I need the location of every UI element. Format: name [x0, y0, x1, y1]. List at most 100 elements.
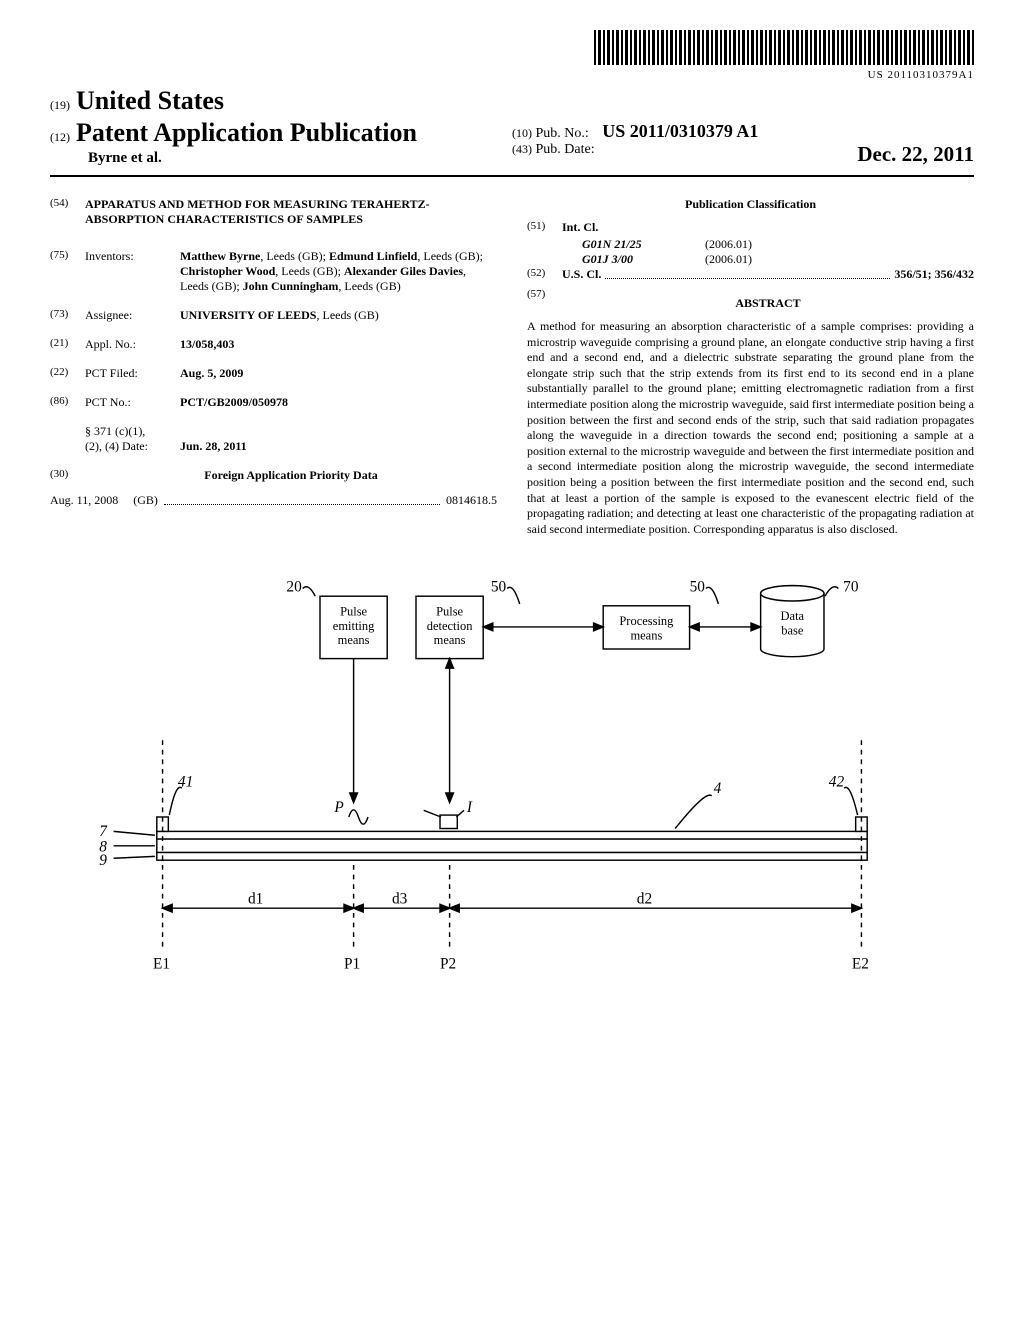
uscl-dots [605, 267, 890, 279]
intcl-code: G01N 21/25 [582, 237, 702, 252]
intcl-ver: (2006.01) [705, 252, 752, 266]
pubno-value: US 2011/0310379 A1 [602, 121, 758, 141]
priority-country: (GB) [133, 493, 158, 508]
fig-block-detect-l3: means [434, 634, 466, 648]
patent-figure: 20 50 50 70 41 42 4 7 8 9 P I d1 d3 d2 E… [80, 577, 944, 980]
assignee-value: UNIVERSITY OF LEEDS, Leeds (GB) [180, 308, 497, 323]
barcode-image [594, 30, 974, 65]
divider-line [50, 175, 974, 177]
fig-label-50: 50 [491, 579, 507, 596]
abstract-num: (57) [527, 288, 562, 319]
assignee-label: Assignee: [85, 308, 180, 323]
intcl-item: G01J 3/00 (2006.01) [582, 252, 974, 267]
assignee-name: UNIVERSITY OF LEEDS [180, 308, 316, 322]
assignee-loc: , Leeds (GB) [316, 308, 378, 322]
pctno-num: (86) [50, 395, 85, 410]
invention-title: APPARATUS AND METHOD FOR MEASURING TERAH… [85, 197, 497, 227]
inventor-name: Alexander Giles Davies [344, 264, 463, 278]
intcl-item: G01N 21/25 (2006.01) [582, 237, 974, 252]
priority-date: Aug. 11, 2008 [50, 493, 118, 508]
fig-label-E1: E1 [153, 956, 170, 973]
fig-label-9: 9 [99, 852, 107, 869]
priority-number: 0814618.5 [446, 493, 497, 508]
fig-block-proc-l2: means [630, 629, 662, 643]
fig-label-4: 4 [714, 780, 722, 797]
inventor-name: Edmund Linfield [329, 249, 417, 263]
inventor-loc: , Leeds (GB); [417, 249, 483, 263]
fig-label-d1: d1 [248, 891, 263, 908]
inventor-name: Christopher Wood [180, 264, 275, 278]
applno-value: 13/058,403 [180, 337, 234, 351]
fig-label-60: 50 [690, 579, 706, 596]
uscl-label: U.S. Cl. [562, 267, 601, 282]
barcode-text: US 20110310379A1 [50, 69, 974, 81]
pubdate-label: Pub. Date: [536, 142, 595, 157]
applno-label: Appl. No.: [85, 337, 180, 352]
pctfiled-value: Aug. 5, 2009 [180, 366, 243, 380]
inventor-name: Matthew Byrne [180, 249, 260, 263]
fig-label-E2: E2 [852, 956, 869, 973]
left-column: (54) APPARATUS AND METHOD FOR MEASURING … [50, 197, 497, 537]
header-grid: (19) United States (12) Patent Applicati… [50, 86, 974, 167]
authors-line: Byrne et al. [88, 150, 512, 167]
fig-block-detect-l2: detection [427, 619, 473, 633]
inventor-loc: , Leeds (GB) [338, 279, 400, 293]
inventors-list: Matthew Byrne, Leeds (GB); Edmund Linfie… [180, 249, 497, 294]
pubno-prefix: (10) [512, 126, 532, 140]
pctno-value: PCT/GB2009/050978 [180, 395, 288, 409]
inventor-loc: , Leeds (GB); [275, 264, 341, 278]
fig-label-P: P [333, 800, 343, 817]
country-prefix: (19) [50, 98, 70, 113]
fig-block-proc-l1: Processing [619, 614, 673, 628]
fig-label-41: 41 [178, 774, 193, 791]
priority-num: (30) [50, 468, 85, 493]
pct-sub2: (2), (4) Date: [85, 439, 180, 454]
fig-label-70: 70 [843, 579, 859, 596]
pub-title: Patent Application Publication [76, 118, 417, 148]
intcl-label: Int. Cl. [562, 220, 974, 235]
fig-block-emit-l2: emitting [333, 619, 375, 633]
title-num: (54) [50, 197, 85, 235]
priority-title: Foreign Application Priority Data [85, 468, 497, 483]
intcl-num: (51) [527, 220, 562, 235]
pubdate-value: Dec. 22, 2011 [857, 142, 974, 167]
priority-dots [164, 493, 440, 505]
fig-label-42: 42 [829, 774, 845, 791]
intcl-ver: (2006.01) [705, 237, 752, 251]
abstract-text: A method for measuring an absorption cha… [527, 319, 974, 537]
applno-num: (21) [50, 337, 85, 352]
fig-label-P2: P2 [440, 956, 456, 973]
right-column: Publication Classification (51) Int. Cl.… [527, 197, 974, 537]
inventor-loc: , Leeds (GB); [260, 249, 326, 263]
main-content: (54) APPARATUS AND METHOD FOR MEASURING … [50, 197, 974, 537]
fig-block-db-l1: Data [781, 610, 805, 624]
uscl-value: 356/51; 356/432 [894, 267, 974, 282]
pctno-label: PCT No.: [85, 395, 180, 410]
abstract-title: ABSTRACT [562, 296, 974, 311]
assignee-num: (73) [50, 308, 85, 323]
pct-subvalue: Jun. 28, 2011 [180, 439, 247, 453]
inventors-num: (75) [50, 249, 85, 294]
intcl-code: G01J 3/00 [582, 252, 702, 267]
pubdate-prefix: (43) [512, 142, 532, 156]
barcode-section: US 20110310379A1 [50, 30, 974, 81]
inventors-label: Inventors: [85, 249, 180, 294]
fig-block-detect-l1: Pulse [436, 605, 463, 619]
classification-title: Publication Classification [527, 197, 974, 212]
fig-label-d2: d2 [637, 891, 652, 908]
country-name: United States [76, 86, 224, 116]
fig-label-P1: P1 [344, 956, 360, 973]
pubno-label: Pub. No.: [536, 126, 589, 141]
pctfiled-num: (22) [50, 366, 85, 381]
figure-container: 20 50 50 70 41 42 4 7 8 9 P I d1 d3 d2 E… [50, 577, 974, 984]
pct-sub1: § 371 (c)(1), [85, 424, 180, 439]
uscl-num: (52) [527, 267, 562, 282]
fig-block-emit-l1: Pulse [340, 605, 367, 619]
fig-label-I: I [466, 800, 473, 817]
fig-block-emit-l3: means [338, 634, 370, 648]
pub-prefix: (12) [50, 130, 70, 145]
fig-label-d3: d3 [392, 891, 408, 908]
fig-label-20: 20 [286, 579, 302, 596]
pctfiled-label: PCT Filed: [85, 366, 180, 381]
fig-block-db-l2: base [781, 624, 804, 638]
